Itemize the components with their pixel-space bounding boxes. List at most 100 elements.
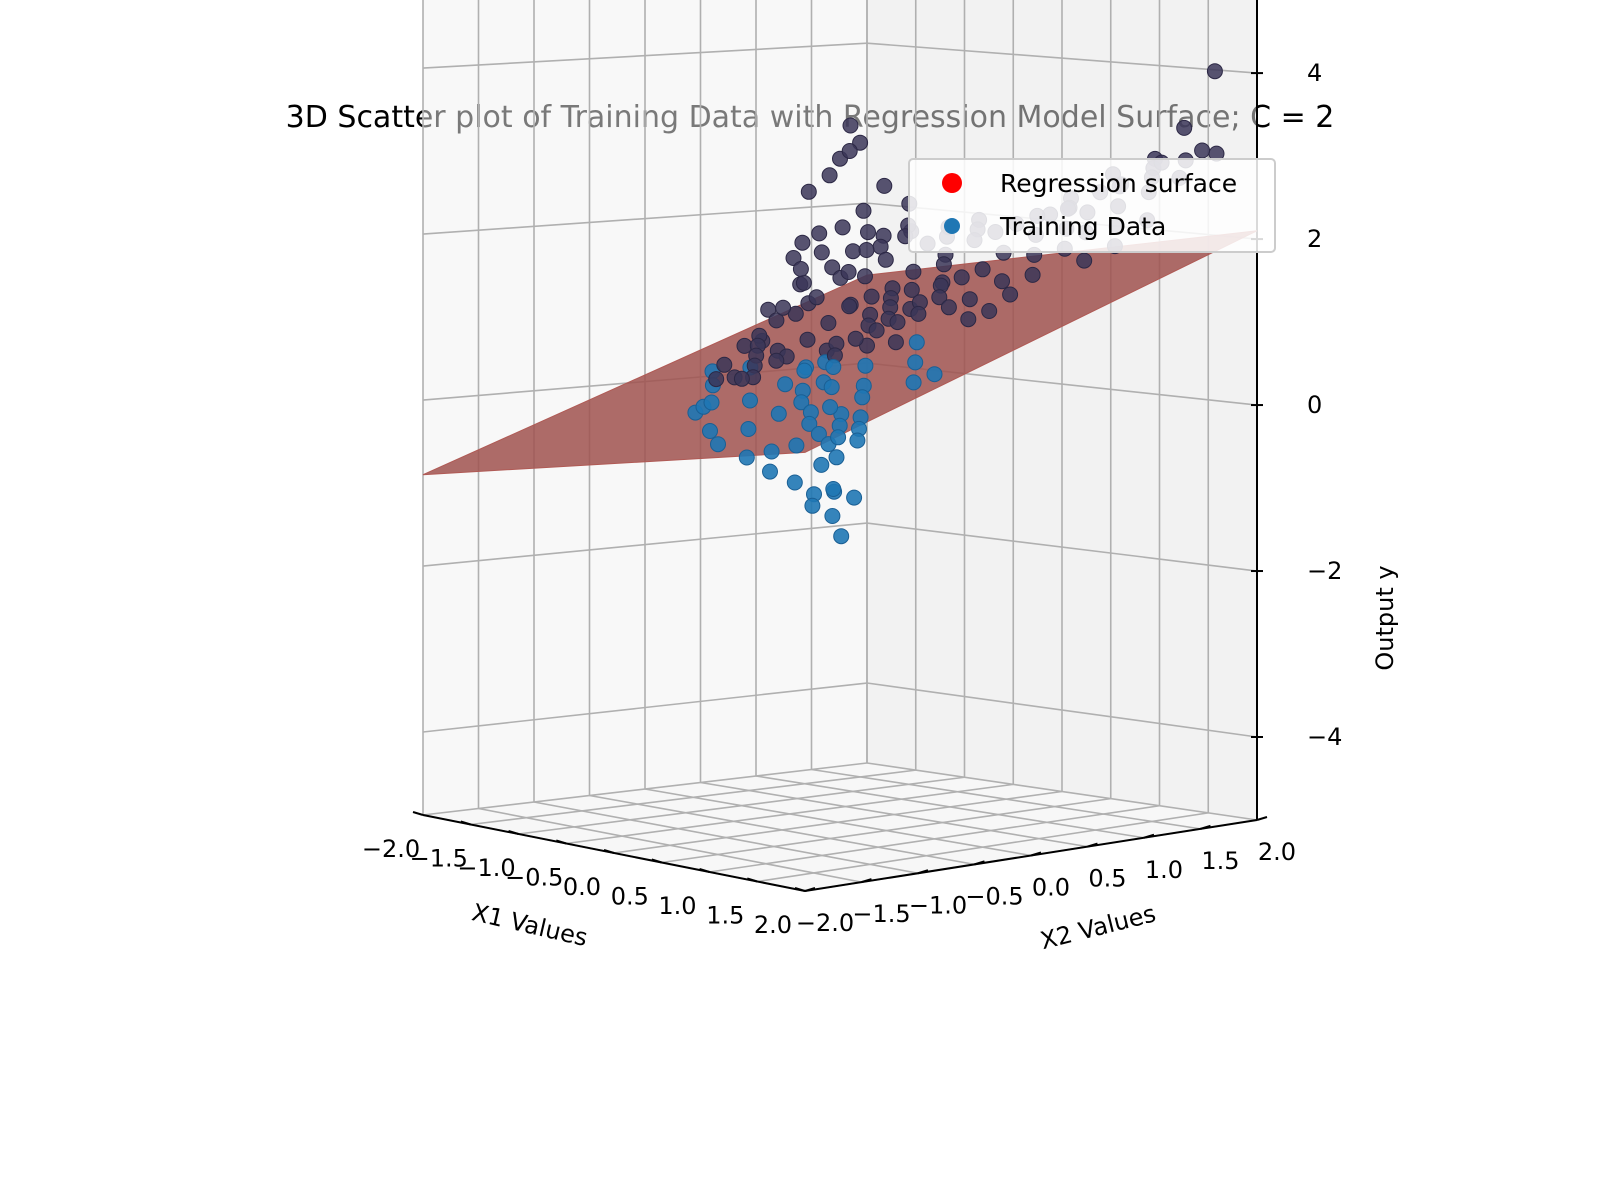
data-point: [887, 334, 904, 351]
x1-tick-label: 0.0: [563, 873, 601, 901]
data-point: [961, 291, 978, 308]
data-point: [742, 392, 758, 409]
data-point: [842, 117, 859, 134]
legend-marker-regression-surface: [942, 173, 962, 193]
x1-tick-label: −1.0: [457, 854, 515, 882]
data-point: [907, 354, 924, 371]
z-axis-label: Output y: [1371, 565, 1399, 670]
data-point: [785, 250, 802, 266]
tick-labels: −2.0−2.0−1.5−1.5−1.0−1.0−0.5−0.50.0 0.00.…: [362, 59, 1343, 939]
x1-tick-mark: [460, 820, 472, 826]
z-tick-label: 2: [1307, 225, 1322, 253]
data-point: [857, 357, 874, 374]
legend-label-regression-surface: Regression surface: [1000, 169, 1237, 198]
pane-floor: [423, 763, 1257, 891]
data-point: [811, 225, 828, 242]
data-point: [822, 399, 839, 416]
x2-tick-label: 1.0: [1145, 856, 1183, 884]
data-point: [820, 315, 837, 331]
back-wall-grid-line: [866, 522, 1258, 572]
x1-tick-mark: [412, 811, 424, 816]
x1-tick-label: 0.5: [611, 883, 649, 911]
data-point: [738, 449, 755, 466]
x2-tick-label: 1.5: [1201, 847, 1239, 875]
x2-tick-mark: [804, 887, 816, 892]
data-point: [868, 322, 885, 339]
legend: Regression surface Training Data: [908, 158, 1276, 253]
data-point: [708, 371, 725, 388]
data-point: [905, 263, 922, 280]
data-point: [940, 299, 957, 316]
data-point: [813, 456, 830, 473]
left-wall-grid-line: [422, 682, 868, 733]
data-point: [903, 281, 920, 298]
z-tick-label: 0: [1307, 391, 1322, 419]
data-point: [845, 243, 861, 260]
data-point: [824, 508, 841, 524]
x2-tick-mark: [1030, 851, 1042, 857]
x2-tick-label: 2.0: [1258, 838, 1296, 866]
data-point: [1194, 142, 1211, 159]
back-wall-grid-line: [866, 682, 1258, 738]
data-point: [841, 143, 858, 159]
x2-tick-label: 0.0: [1032, 874, 1070, 902]
data-point: [801, 415, 818, 432]
data-point: [908, 334, 925, 351]
floor-grid-line: [709, 804, 1160, 873]
data-point: [1002, 286, 1019, 303]
data-point: [877, 251, 894, 268]
data-point: [857, 268, 873, 285]
data-point: [953, 269, 970, 286]
x1-tick-mark: [651, 858, 663, 864]
x2-tick-label: −1.5: [852, 900, 910, 928]
x1-tick-label: −1.5: [410, 845, 468, 873]
data-point: [876, 177, 893, 194]
data-point: [931, 289, 948, 306]
data-point: [910, 305, 927, 322]
floor-grid-line: [757, 812, 1209, 883]
data-point: [793, 394, 810, 411]
data-point: [825, 359, 842, 375]
x1-tick-mark: [746, 877, 758, 883]
floor-grid-line: [811, 768, 1201, 830]
x2-axis-label: X2 Values: [1038, 899, 1159, 955]
data-point: [849, 432, 866, 449]
data-point: [710, 436, 726, 453]
back-wall-grid-line: [866, 42, 1258, 74]
data-point: [960, 311, 977, 328]
data-point: [860, 224, 876, 241]
x2-tick-mark: [1256, 816, 1268, 821]
data-point: [830, 429, 847, 446]
data-point: [821, 167, 838, 184]
x1-tick-label: 2.0: [754, 911, 792, 939]
data-point: [840, 264, 857, 280]
data-point: [794, 234, 811, 251]
z-tick-label: 4: [1307, 59, 1322, 87]
data-point: [1176, 119, 1193, 136]
data-point: [935, 256, 952, 273]
left-wall-grid-line: [422, 522, 868, 567]
x2-tick-label: 0.5: [1088, 865, 1126, 893]
z-tick-label: −4: [1307, 723, 1342, 751]
data-point: [740, 421, 757, 437]
data-point: [788, 437, 805, 454]
x1-tick-label: −0.5: [505, 864, 563, 892]
x1-tick-mark: [508, 830, 519, 835]
data-point: [799, 331, 816, 348]
legend-label-training-data: Training Data: [999, 212, 1166, 241]
data-point: [792, 261, 809, 277]
data-point: [824, 259, 841, 276]
z-tick-label: −2: [1307, 557, 1342, 585]
floor-grid-line: [644, 788, 1032, 857]
floor-grid-line: [866, 762, 1258, 821]
x2-tick-mark: [917, 869, 929, 875]
data-point: [825, 481, 842, 497]
legend-marker-training-data: [944, 218, 960, 234]
data-point: [813, 244, 830, 261]
data-point: [889, 314, 906, 331]
x1-tick-mark: [603, 849, 615, 854]
x2-tick-mark: [1087, 842, 1098, 848]
left-wall-grid-line: [422, 202, 868, 235]
x1-tick-mark: [555, 839, 567, 845]
